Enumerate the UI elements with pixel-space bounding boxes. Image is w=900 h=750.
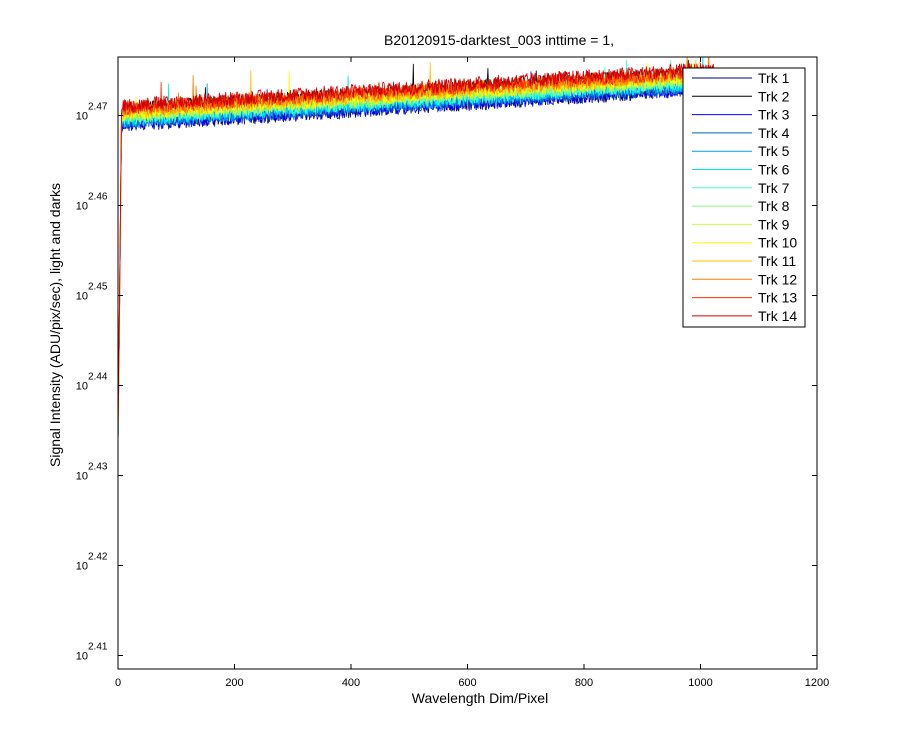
y-tick-label-base: 10 — [76, 291, 88, 303]
x-axis-ticks: 0 200 400 600 800 1000 1200 — [115, 57, 829, 689]
series-line-trk-14 — [118, 63, 715, 431]
legend-label: Trk 1 — [758, 70, 790, 86]
y-tick-label-exponent: 2.45 — [88, 282, 108, 293]
y-tick-label-base: 10 — [76, 651, 88, 663]
y-tick-label-exponent: 2.47 — [88, 102, 108, 113]
legend-label: Trk 14 — [758, 308, 797, 324]
series-line-trk-13 — [118, 65, 715, 436]
y-tick-label-base: 10 — [76, 381, 88, 393]
y-tick-label-exponent: 2.42 — [88, 552, 108, 563]
legend-box — [682, 67, 806, 328]
y-axis-ticks: 102.41102.42102.43102.44102.45102.46102.… — [76, 102, 817, 663]
legend-label: Trk 7 — [758, 180, 790, 196]
x-tick-label: 1200 — [805, 677, 829, 689]
y-tick-label-exponent: 2.44 — [88, 372, 108, 383]
legend-label: Trk 5 — [758, 143, 790, 159]
x-tick-label: 800 — [575, 677, 593, 689]
legend-label: Trk 6 — [758, 162, 790, 178]
legend-label: Trk 8 — [758, 198, 790, 214]
y-tick-label-base: 10 — [76, 561, 88, 573]
legend-label: Trk 12 — [758, 271, 797, 287]
x-axis-label: Wavelength Dim/Pixel — [412, 690, 548, 706]
legend-label: Trk 3 — [758, 107, 790, 123]
y-tick-label-base: 10 — [76, 111, 88, 123]
legend-label: Trk 9 — [758, 216, 790, 232]
series-layer — [118, 57, 715, 449]
y-tick-label-exponent: 2.46 — [88, 192, 108, 203]
legend-label: Trk 13 — [758, 290, 797, 306]
y-axis-label: Signal Intensity (ADU/pix/sec), light an… — [47, 183, 63, 467]
legend-label: Trk 2 — [758, 88, 790, 104]
x-tick-label: 200 — [225, 677, 243, 689]
x-tick-label: 0 — [115, 677, 121, 689]
y-tick-label-exponent: 2.43 — [88, 462, 108, 473]
y-tick-label-base: 10 — [76, 471, 88, 483]
legend-label: Trk 11 — [758, 253, 796, 269]
legend-label: Trk 10 — [758, 235, 797, 251]
y-tick-label-base: 10 — [76, 201, 88, 213]
x-tick-label: 600 — [458, 677, 476, 689]
chart-title: B20120915-darktest_003 inttime = 1, — [384, 32, 614, 48]
x-tick-label: 400 — [342, 677, 360, 689]
x-tick-label: 1000 — [688, 677, 712, 689]
y-tick-label-exponent: 2.41 — [88, 642, 108, 653]
legend-label: Trk 4 — [758, 125, 790, 141]
chart-legend: Trk 1 Trk 2 Trk 3 Trk 4 Trk 5 Trk 6 Trk 7 Trk 8… — [682, 67, 806, 328]
